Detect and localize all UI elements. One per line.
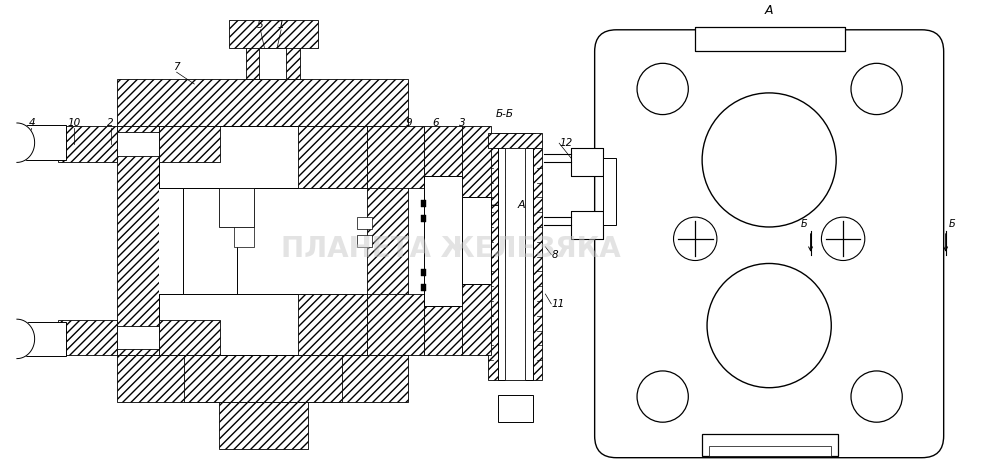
Text: 12: 12 — [559, 138, 572, 148]
Bar — [462, 126, 491, 198]
Text: 1: 1 — [278, 20, 284, 30]
Circle shape — [674, 217, 717, 260]
Bar — [702, 434, 838, 456]
Bar — [603, 158, 616, 225]
Bar — [17, 322, 66, 356]
Bar — [421, 200, 426, 207]
Bar — [117, 133, 159, 156]
Bar — [571, 211, 603, 239]
Bar — [117, 126, 159, 355]
Bar — [259, 47, 286, 79]
Text: 5: 5 — [257, 20, 264, 30]
Bar — [58, 126, 117, 162]
Text: Б-Б: Б-Б — [496, 109, 514, 119]
Text: ПЛАНЕТА ЖЕЛЕЗЯКА: ПЛАНЕТА ЖЕЛЕЗЯКА — [281, 235, 621, 263]
Bar — [424, 126, 462, 176]
Bar — [498, 395, 533, 422]
Circle shape — [702, 93, 836, 227]
Text: 10: 10 — [67, 119, 81, 128]
Bar — [505, 148, 525, 380]
Text: 3: 3 — [459, 119, 466, 128]
Bar — [17, 126, 66, 160]
Text: 9: 9 — [406, 119, 413, 128]
Bar — [488, 148, 542, 380]
Bar — [184, 355, 342, 403]
Polygon shape — [17, 319, 35, 359]
Text: 4: 4 — [28, 119, 35, 128]
Bar — [246, 22, 300, 79]
FancyBboxPatch shape — [595, 30, 944, 458]
Text: 6: 6 — [433, 119, 439, 128]
Bar — [421, 269, 426, 276]
Bar — [367, 294, 424, 355]
Bar — [229, 20, 318, 47]
Bar — [117, 326, 159, 349]
Bar — [462, 198, 491, 284]
Circle shape — [637, 371, 688, 422]
Bar — [159, 187, 367, 294]
Bar — [424, 176, 462, 306]
Bar — [571, 148, 603, 176]
Text: Б: Б — [801, 219, 808, 229]
Bar — [424, 306, 462, 355]
Bar — [498, 148, 533, 380]
Polygon shape — [17, 123, 35, 162]
Bar — [367, 126, 408, 355]
Circle shape — [851, 63, 902, 114]
Bar — [495, 133, 535, 148]
Bar — [117, 355, 408, 403]
Bar — [357, 235, 372, 247]
Circle shape — [637, 63, 688, 114]
Text: 11: 11 — [551, 299, 565, 309]
Bar — [505, 148, 525, 380]
Bar — [298, 126, 367, 187]
Circle shape — [707, 264, 831, 388]
Text: Б: Б — [949, 219, 955, 229]
Bar — [219, 187, 254, 227]
Bar — [183, 187, 237, 294]
Text: А: А — [765, 4, 773, 17]
Bar — [488, 133, 542, 148]
Bar — [298, 294, 367, 355]
Bar — [219, 403, 308, 449]
Bar — [159, 294, 367, 355]
Bar — [234, 227, 254, 247]
Bar — [462, 284, 491, 355]
Bar — [695, 27, 845, 52]
Bar — [357, 217, 372, 229]
Bar — [58, 319, 117, 355]
Bar — [421, 215, 426, 222]
Text: 7: 7 — [173, 62, 180, 72]
Bar — [117, 79, 408, 126]
Bar — [709, 446, 831, 456]
Text: 8: 8 — [551, 250, 558, 259]
Circle shape — [821, 217, 865, 260]
Bar — [159, 126, 220, 162]
Text: А: А — [518, 200, 525, 210]
Bar — [421, 284, 426, 291]
Circle shape — [851, 371, 902, 422]
Bar — [159, 126, 367, 187]
Text: 2: 2 — [107, 119, 114, 128]
Bar — [159, 319, 220, 355]
Bar — [367, 126, 424, 187]
